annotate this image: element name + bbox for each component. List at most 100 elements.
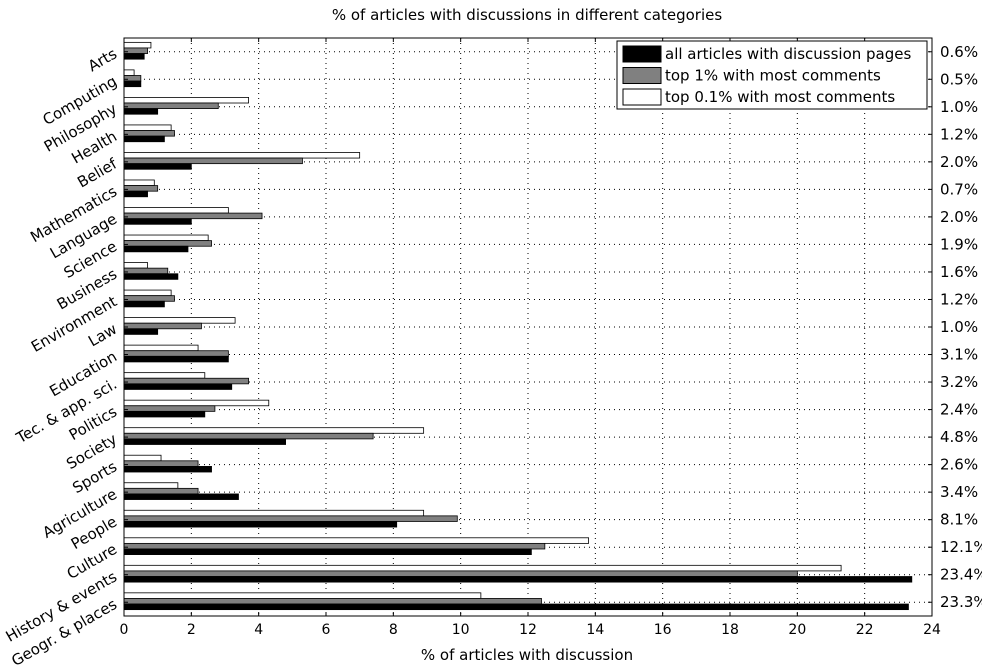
bar-top1: [123, 515, 458, 522]
x-tick-label: 10: [452, 622, 470, 638]
bar-top1: [123, 542, 546, 550]
bar-top1: [123, 130, 175, 137]
bar-top1: [123, 295, 175, 302]
bar-top01: [123, 537, 590, 544]
x-tick-label: 8: [389, 622, 398, 638]
bar-all: [123, 576, 913, 583]
bar-top1: [123, 212, 263, 220]
legend-swatch: [622, 88, 662, 106]
legend-swatch: [622, 67, 662, 84]
x-tick-label: 24: [923, 622, 941, 638]
legend-label: top 0.1% with most comments: [665, 88, 895, 106]
bar-top1: [123, 377, 249, 385]
bar-top01: [123, 234, 209, 242]
bar-top01: [123, 179, 155, 186]
right-axis-label: 0.6%: [940, 43, 978, 61]
bars: [123, 41, 913, 611]
bar-all: [123, 438, 287, 445]
legend-label: top 1% with most comments: [665, 67, 881, 85]
category-label: Arts: [85, 45, 120, 76]
bar-top1: [123, 185, 159, 192]
x-axis-ticks: 0 2 4 6 8 10 12 14 16 18 20 22 24: [120, 38, 941, 638]
bar-top01: [123, 69, 135, 76]
bar-top1: [123, 102, 219, 110]
right-axis-label: 1.9%: [940, 235, 978, 253]
bar-all: [123, 218, 192, 225]
right-axis-label: 23.3%: [940, 593, 982, 611]
right-axis-label: 0.7%: [940, 180, 978, 198]
right-axis-label: 2.0%: [940, 208, 978, 226]
bar-all: [123, 163, 192, 170]
bar-top01: [123, 372, 206, 379]
bar-top01: [123, 344, 199, 352]
bar-all: [123, 80, 142, 88]
x-tick-label: 16: [654, 622, 672, 638]
bar-top01: [123, 289, 172, 297]
bar-all: [123, 53, 145, 60]
bar-top1: [123, 598, 542, 605]
right-axis-label: 4.8%: [940, 428, 978, 446]
bar-all: [123, 521, 398, 528]
x-tick-label: 22: [856, 622, 874, 638]
legend: all articles with discussion pages top 1%…: [616, 40, 928, 110]
x-tick-label: 0: [120, 622, 129, 638]
legend-swatch: [622, 45, 662, 63]
bar-top01: [123, 592, 482, 599]
bar-top01: [123, 427, 425, 434]
bar-all: [123, 300, 165, 308]
right-axis-label: 3.4%: [940, 483, 978, 501]
right-axis-label: 2.0%: [940, 153, 978, 171]
bar-top1: [123, 350, 229, 357]
bar-top1: [123, 267, 169, 275]
bar-all: [123, 410, 206, 418]
right-axis-label: 12.1%: [940, 538, 982, 556]
x-tick-label: 18: [721, 622, 739, 638]
x-tick-label: 20: [788, 622, 806, 638]
right-axis-labels: 0.6% 0.5% 1.0% 1.2% 2.0% 0.7% 2.0% 1.9% 1.6% 1.2%…: [928, 43, 982, 611]
x-tick-label: 6: [322, 622, 331, 638]
bar-top1: [123, 460, 199, 467]
x-tick-label: 12: [519, 622, 537, 638]
bar-all: [123, 383, 233, 390]
bar-top1: [123, 487, 199, 495]
right-axis-label: 3.2%: [940, 373, 978, 391]
bar-top01: [123, 399, 270, 407]
bar-top01: [123, 207, 229, 214]
bar-all: [123, 493, 239, 500]
bar-top01: [123, 482, 179, 489]
bar-top1: [123, 47, 148, 54]
right-axis-label: 1.2%: [940, 290, 978, 308]
right-axis-label: 1.0%: [940, 318, 978, 336]
right-axis-label: 23.4%: [940, 566, 982, 584]
bar-top01: [123, 509, 425, 517]
bar-top01: [123, 564, 842, 572]
bar-top01: [123, 97, 249, 104]
y-axis-categories: ArtsComputingPhilosophyHealthBeliefMathe…: [3, 45, 128, 667]
legend-box: [616, 40, 928, 110]
right-axis-label: 2.6%: [940, 456, 978, 474]
bar-top01: [123, 454, 162, 462]
x-tick-label: 2: [187, 622, 196, 638]
bar-all: [123, 466, 212, 473]
bar-top1: [123, 157, 303, 165]
bar-top1: [123, 322, 202, 330]
bar-top1: [123, 432, 374, 440]
right-axis-label: 3.1%: [940, 346, 978, 364]
bar-all: [123, 328, 159, 335]
right-axis-label: 8.1%: [940, 511, 978, 529]
bar-top01: [123, 41, 152, 49]
right-axis-label: 1.6%: [940, 263, 978, 281]
bar-all: [123, 603, 909, 611]
bar-all: [123, 135, 165, 143]
right-axis-label: 2.4%: [940, 401, 978, 419]
plot-frame: [123, 37, 933, 617]
x-axis-label: % of articles with discussion: [421, 646, 633, 664]
right-axis-label: 1.0%: [940, 98, 978, 116]
legend-label: all articles with discussion pages: [665, 45, 911, 63]
bar-all: [123, 108, 159, 115]
right-axis-label: 0.5%: [940, 70, 978, 88]
right-axis-label: 1.2%: [940, 125, 978, 143]
bar-all: [123, 190, 148, 198]
bar-top01: [123, 262, 148, 269]
